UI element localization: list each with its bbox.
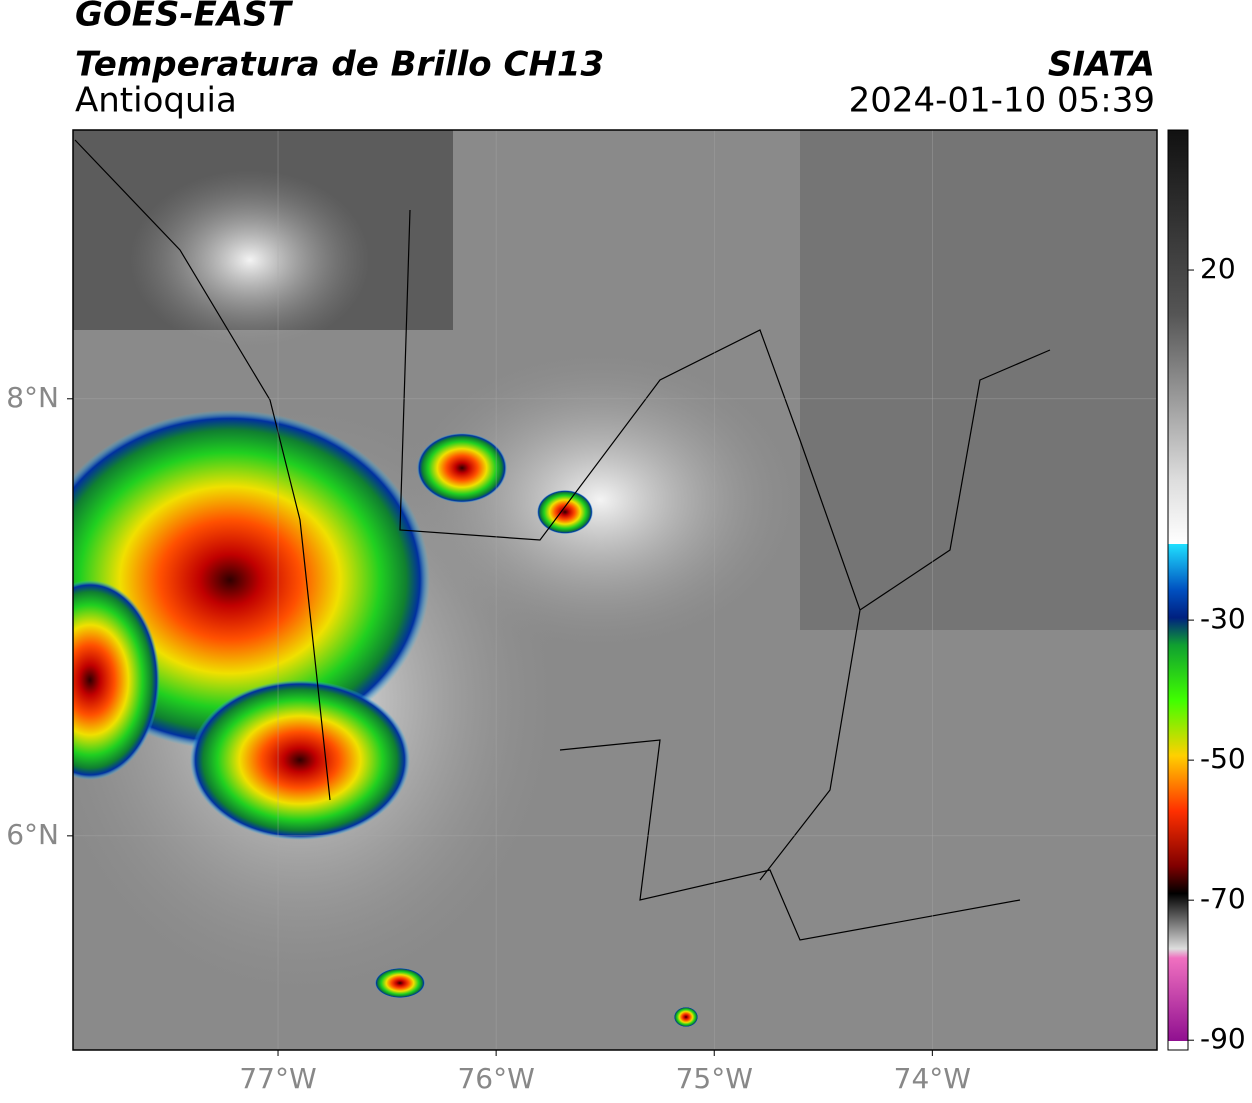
colorbar-tick-label: 20 (1200, 252, 1236, 285)
x-tick-label: 77°W (239, 1062, 316, 1095)
region: Antioquia (75, 81, 237, 121)
subtitle: Temperatura de Brillo CH13 (75, 45, 604, 85)
source: SIATA (1048, 45, 1155, 85)
colorbar (1167, 129, 1189, 1051)
y-tick-label: 6°N (6, 818, 59, 851)
colorbar-tick-label: -70 (1200, 882, 1246, 915)
x-tick-label: 75°W (676, 1062, 753, 1095)
y-tick-label: 8°N (6, 381, 59, 414)
colorbar-tick-label: -30 (1200, 602, 1246, 635)
map-image (73, 130, 1157, 1050)
colorbar-tick-label: -50 (1200, 742, 1246, 775)
datetime: 2024-01-10 05:39 (849, 81, 1155, 121)
x-tick-label: 76°W (457, 1062, 534, 1095)
x-tick-label: 74°W (894, 1062, 971, 1095)
map-frame (72, 129, 1158, 1051)
title: GOES-EAST (75, 0, 294, 35)
colorbar-tick-label: -90 (1200, 1022, 1246, 1055)
